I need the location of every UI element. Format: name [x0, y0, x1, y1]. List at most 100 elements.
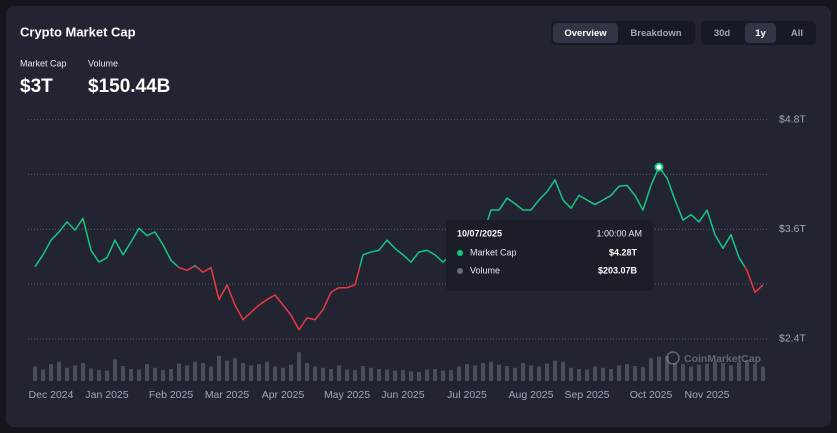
tab[interactable]: Breakdown: [630, 28, 681, 39]
price-line: [34, 162, 764, 331]
price-line-path: [34, 166, 746, 267]
volume-bar: [249, 365, 253, 381]
volume-bar: [313, 366, 317, 381]
watermark-logo: [666, 351, 680, 365]
volume-bar: [361, 366, 365, 381]
volume-bar: [641, 367, 645, 381]
volume-bar: [41, 369, 45, 381]
tooltip-dot: [457, 268, 463, 274]
volume-bar: [497, 364, 501, 381]
stat-value: $150.44B: [88, 76, 170, 97]
volume-bar: [265, 361, 269, 381]
volume-bar: [489, 361, 493, 381]
volume-bar: [553, 360, 557, 381]
tooltip-value: $203.07B: [598, 265, 638, 275]
volume-bar: [425, 369, 429, 381]
volume-bar: [465, 364, 469, 381]
volume-bar: [369, 367, 373, 381]
x-tick-label: Apr 2025: [262, 389, 305, 401]
volume-bar: [537, 366, 541, 381]
y-tick-label: $2.4T: [779, 333, 806, 345]
volume-bar: [121, 366, 125, 381]
volume-bar: [713, 361, 717, 381]
volume-bar: [105, 370, 109, 381]
volume-bar: [441, 370, 445, 381]
watermark-text: CoinMarketCap: [684, 353, 761, 365]
stat-value: $3T: [20, 76, 53, 97]
x-tick-label: Dec 2024: [29, 389, 74, 401]
tooltip-date: 10/07/2025: [457, 228, 502, 238]
volume-bar: [617, 365, 621, 381]
volume-bar: [529, 365, 533, 381]
range-button[interactable]: All: [791, 28, 803, 39]
volume-bar: [161, 370, 165, 381]
volume-bar: [433, 369, 437, 381]
volume-bar: [649, 358, 653, 381]
volume-bar: [177, 363, 181, 381]
volume-bar: [353, 370, 357, 381]
volume-bar: [297, 352, 301, 381]
volume-bar: [593, 366, 597, 381]
volume-bar: [345, 369, 349, 381]
volume-bar: [513, 367, 517, 381]
x-tick-label: Jun 2025: [381, 389, 424, 401]
volume-bar: [65, 367, 69, 381]
volume-bar: [185, 365, 189, 381]
volume-bar: [377, 369, 381, 381]
volume-bar: [657, 356, 661, 381]
volume-bar: [633, 366, 637, 381]
volume-bar: [393, 370, 397, 381]
x-tick-label: Jan 2025: [85, 389, 128, 401]
volume-bar: [81, 363, 85, 381]
volume-bar: [729, 365, 733, 381]
hover-point: [654, 162, 664, 172]
volume-bar: [689, 366, 693, 381]
stat-label: Volume: [88, 58, 118, 68]
volume-bar: [33, 366, 37, 381]
volume-bar: [673, 363, 677, 381]
volume-bar: [49, 364, 53, 381]
volume-bar: [97, 370, 101, 381]
volume-bar: [761, 366, 765, 381]
volume-bars: [33, 352, 765, 381]
volume-bar: [473, 365, 477, 381]
x-tick-label: Nov 2025: [685, 389, 730, 401]
x-tick-label: Jul 2025: [447, 389, 487, 401]
volume-bar: [305, 363, 309, 381]
tooltip: 10/07/2025 1:00:00 AM Market Cap $4.28T …: [446, 220, 653, 291]
volume-bar: [569, 367, 573, 381]
x-tick-label: Mar 2025: [205, 389, 250, 401]
range-button[interactable]: 1y: [755, 28, 766, 39]
tooltip-time: 1:00:00 AM: [596, 228, 642, 238]
volume-bar: [209, 366, 213, 381]
x-tick-label: Oct 2025: [630, 389, 673, 401]
x-tick-label: Feb 2025: [149, 389, 194, 401]
tooltip-label: Market Cap: [470, 247, 517, 257]
x-tick-label: Sep 2025: [565, 389, 610, 401]
watermark: CoinMarketCap: [666, 351, 761, 365]
volume-bar: [257, 364, 261, 381]
volume-bar: [233, 358, 237, 381]
volume-bar: [577, 369, 581, 381]
volume-bar: [225, 360, 229, 381]
y-tick-label: $3.6T: [779, 223, 806, 235]
volume-bar: [449, 370, 453, 381]
card: [6, 6, 831, 427]
y-tick-label: $4.8T: [779, 113, 806, 125]
stat-label: Market Cap: [20, 58, 67, 68]
volume-bar: [217, 355, 221, 381]
volume-bar: [561, 361, 565, 381]
volume-bar: [337, 365, 341, 381]
volume-bar: [521, 363, 525, 381]
range-button[interactable]: 30d: [714, 28, 731, 39]
volume-bar: [745, 360, 749, 381]
volume-bar: [385, 369, 389, 381]
volume-bar: [57, 361, 61, 381]
volume-bar: [169, 369, 173, 381]
volume-bar: [329, 369, 333, 381]
tab[interactable]: Overview: [564, 28, 607, 39]
volume-bar: [505, 366, 509, 381]
volume-bar: [705, 363, 709, 381]
volume-bar: [409, 371, 413, 381]
